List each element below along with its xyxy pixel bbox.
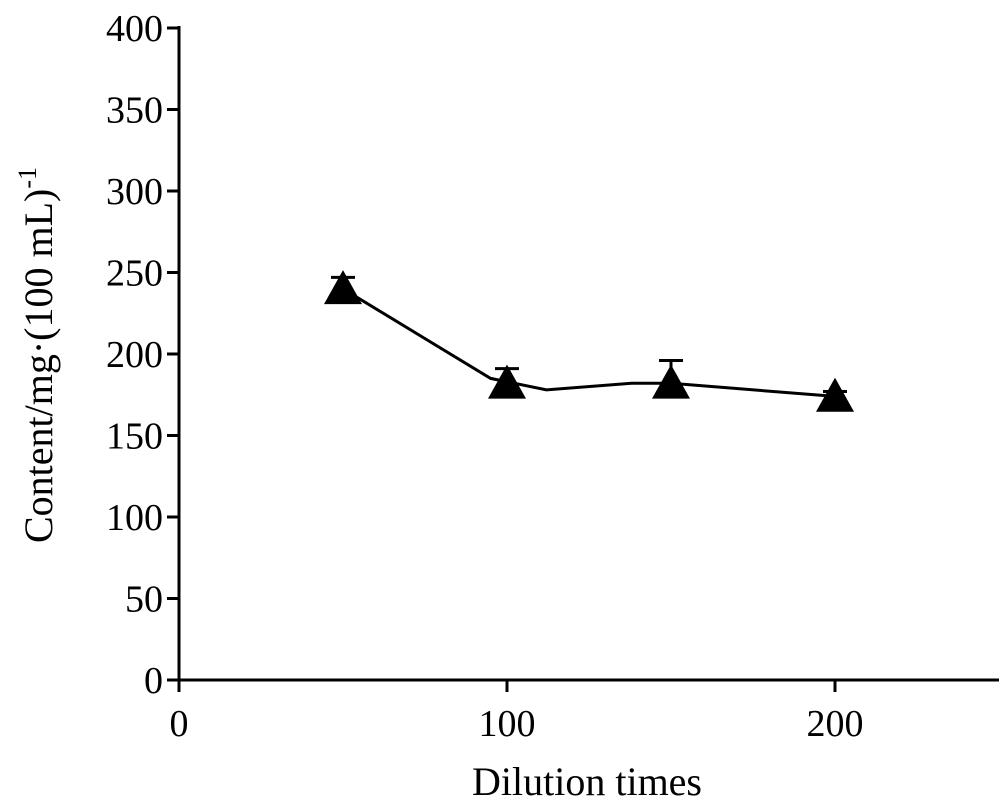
data-markers — [324, 270, 854, 412]
x-axis-title: Dilution times — [472, 759, 702, 804]
data-point-triangle — [324, 270, 362, 305]
y-tick-label: 250 — [106, 253, 163, 295]
x-tick-label: 0 — [170, 703, 189, 745]
y-tick-label: 350 — [106, 90, 163, 132]
y-axis-title: Content/mg·(100 mL)-1 — [13, 167, 61, 543]
data-point-triangle — [652, 364, 690, 399]
y-tick-label: 0 — [144, 660, 163, 702]
y-tick-label: 400 — [106, 8, 163, 50]
y-tick-label: 100 — [106, 497, 163, 539]
y-tick-label: 50 — [125, 579, 163, 621]
y-axis-title-main: Content/mg·(100 mL) — [16, 189, 61, 543]
x-tick-label: 200 — [807, 703, 864, 745]
data-point-triangle — [816, 377, 854, 412]
x-ticks: 0 100 200 — [170, 680, 864, 745]
y-tick-label: 150 — [106, 416, 163, 458]
y-tick-label: 200 — [106, 334, 163, 376]
error-bars — [331, 275, 847, 397]
x-tick-label: 100 — [479, 703, 536, 745]
data-point-triangle — [488, 364, 526, 399]
axes — [177, 26, 999, 682]
y-ticks: 0 50 100 150 200 250 300 350 400 — [106, 8, 179, 702]
series-line — [342, 287, 836, 398]
y-axis-title-superscript: -1 — [13, 167, 42, 189]
y-tick-label: 300 — [106, 171, 163, 213]
